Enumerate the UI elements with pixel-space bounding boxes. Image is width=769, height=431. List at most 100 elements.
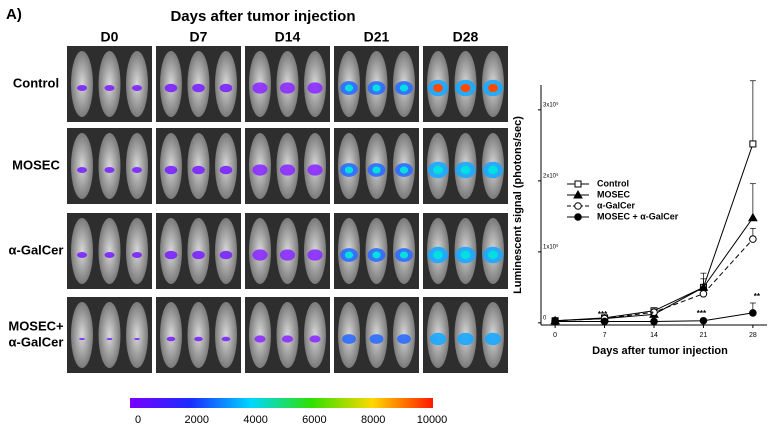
mouse [187,302,210,368]
image-cell [156,46,241,122]
x-tick-label: 21 [700,332,708,339]
mouse [71,51,93,117]
signal-core [433,83,443,93]
mouse [126,133,148,199]
signal-core [433,165,443,175]
signal [279,249,296,261]
mouse [126,51,148,117]
signal [77,85,87,91]
image-cell [423,213,508,289]
y-tick-label: 1x10⁹ [543,243,559,250]
series-line [555,217,754,322]
signal [254,335,266,343]
marker [551,317,559,326]
signal [77,167,87,173]
column-label: D14 [275,29,301,45]
marker [749,140,757,148]
image-cell [245,128,330,204]
figure-title: Days after tumor injection [170,8,355,25]
signal [307,82,323,94]
signal [77,252,87,258]
marker [650,308,658,317]
signal [192,250,205,260]
legend-label: MOSEC + α-GalCer [597,211,679,221]
signal [307,249,323,261]
signal [221,336,231,342]
colorbar [130,398,433,408]
image-cell [67,213,152,289]
image-cell [67,297,152,373]
signal [279,82,296,94]
signal [429,332,447,346]
signal [104,167,115,173]
colorbar-tick-label: 4000 [243,414,267,426]
x-tick-label: 7 [603,332,607,339]
signal [132,85,142,91]
column-label: D28 [453,29,479,45]
marker [749,309,757,317]
signal-core [372,251,381,259]
row-label: α-GalCer [9,334,64,349]
signal [132,252,142,258]
marker [600,317,609,326]
signal [219,83,233,93]
colorbar-tick-label: 6000 [302,414,326,426]
signal [309,335,321,343]
signal-core [344,166,354,174]
mouse [215,302,237,368]
mouse [71,133,93,199]
signal [166,336,176,342]
significance-mark: * [650,310,654,319]
row-label: MOSEC [12,157,60,172]
signal [164,83,178,93]
y-tick-label: 2x10⁹ [543,172,559,179]
signal [219,250,233,260]
signal [194,336,203,342]
legend-label: MOSEC [597,189,631,199]
legend-label: Control [597,178,629,188]
legend-marker [574,180,582,188]
image-cell [423,297,508,373]
x-tick-label: 28 [749,332,757,339]
signal [252,164,268,176]
column-label: D21 [364,29,390,45]
legend-label: α-GalCer [597,200,636,210]
y-tick-label: 3x10⁹ [543,101,559,108]
image-cell [156,297,241,373]
image-cell [334,213,419,289]
signal [342,334,356,344]
signal [192,83,205,93]
marker [749,235,757,243]
image-cell [67,128,152,204]
image-cell [334,46,419,122]
y-axis-label: Luminescent signal (photons/sec) [512,116,524,294]
mouse [276,302,299,368]
signal [369,334,384,344]
mouse [98,302,121,368]
signal [397,334,411,344]
signal [219,165,233,175]
x-tick-label: 14 [650,332,658,339]
significance-mark: *** [598,310,608,319]
mouse [126,302,148,368]
signal [106,338,113,340]
mouse [71,218,93,284]
signal-core [399,251,409,259]
row-label: MOSEC+ [8,318,64,333]
signal [164,250,178,260]
panel-label: A) [6,6,22,23]
colorbar-tick-label: 8000 [361,414,385,426]
row-label: Control [13,75,59,90]
row-label: α-GalCer [9,242,64,257]
marker [748,212,758,222]
colorbar-tick-label: 0 [135,414,141,426]
signal-core [460,165,471,175]
mouse [71,302,93,368]
image-cell [156,128,241,204]
signal-core [460,250,471,260]
signal [484,332,502,346]
signal-core [344,84,354,92]
signal-core [399,84,409,92]
signal [104,252,115,258]
